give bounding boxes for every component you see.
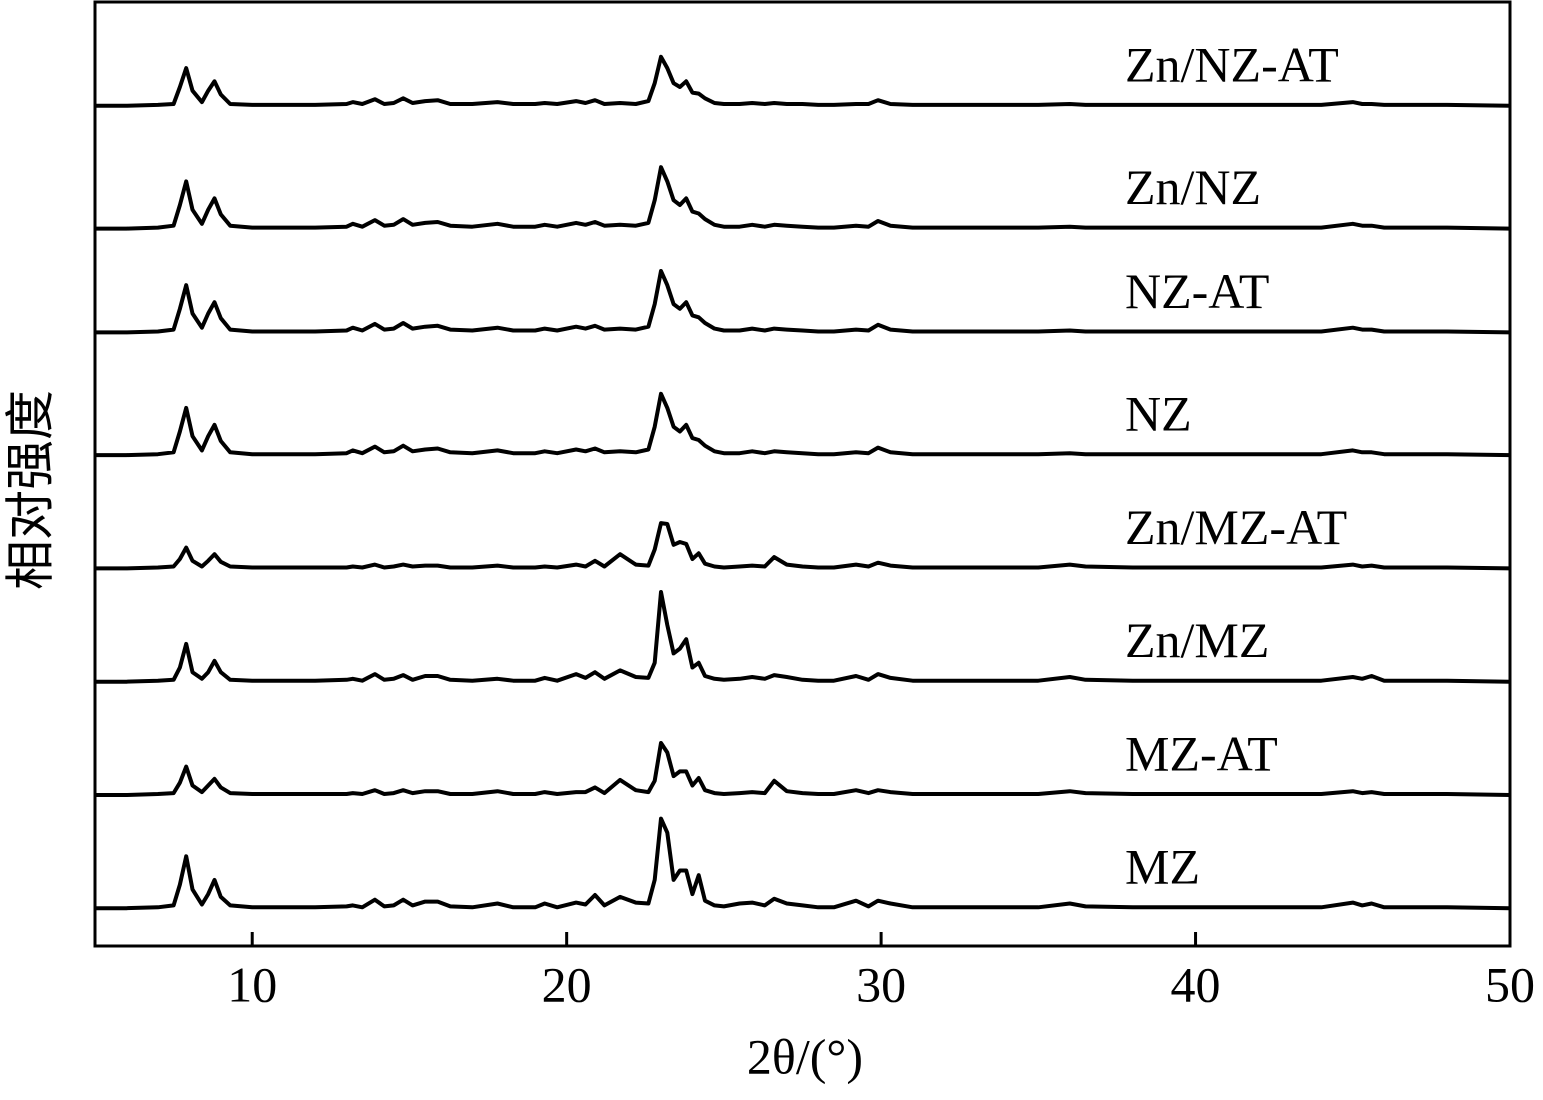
xrd-trace <box>95 269 1511 335</box>
xrd-trace <box>95 741 1511 797</box>
series-label: MZ-AT <box>1125 725 1278 781</box>
xrd-trace <box>95 391 1511 458</box>
xrd-trace <box>95 816 1511 911</box>
xrd-trace <box>95 165 1511 231</box>
x-tick-label: 50 <box>1485 956 1535 1012</box>
x-tick-label: 40 <box>1171 956 1221 1012</box>
x-tick-label: 20 <box>542 956 592 1012</box>
series-label: NZ-AT <box>1125 263 1269 319</box>
series-label: Zn/NZ <box>1125 159 1261 215</box>
series-label: Zn/NZ-AT <box>1125 36 1339 92</box>
series-label: MZ <box>1125 839 1200 895</box>
series-label: Zn/MZ-AT <box>1125 499 1347 555</box>
x-axis-label: 2θ/(°) <box>747 1028 863 1084</box>
x-tick-label: 30 <box>856 956 906 1012</box>
plot-frame <box>93 0 1512 948</box>
series-label: NZ <box>1125 386 1192 442</box>
x-tick-label: 10 <box>227 956 277 1012</box>
series-label: Zn/MZ <box>1125 612 1269 668</box>
xrd-trace <box>95 54 1511 108</box>
xrd-trace <box>95 521 1511 571</box>
xrd-trace <box>95 590 1511 684</box>
y-axis-label: 相对强度 <box>2 390 58 590</box>
